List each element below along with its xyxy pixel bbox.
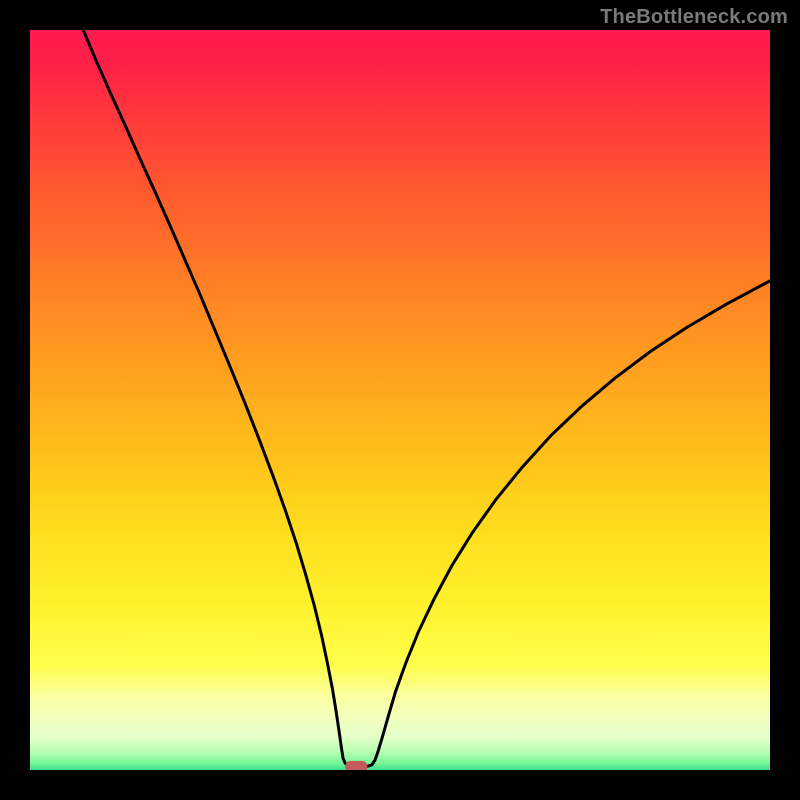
chart-container: TheBottleneck.com (0, 0, 800, 800)
plot-background-gradient (30, 30, 770, 770)
bottleneck-chart (0, 0, 800, 800)
